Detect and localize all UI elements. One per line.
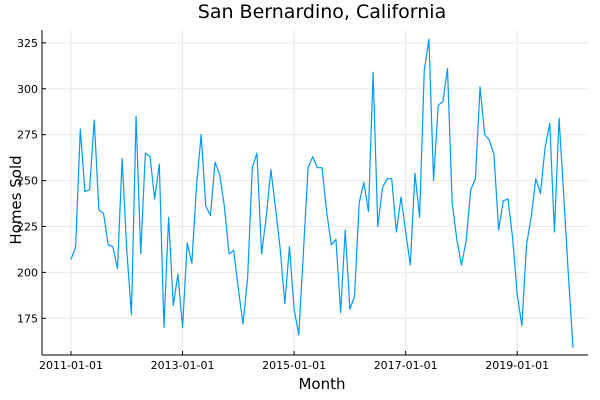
x-tick-label: 2015-01-01	[262, 359, 326, 372]
y-tick-label: 225	[17, 220, 38, 233]
x-tick-label: 2011-01-01	[39, 359, 103, 372]
x-tick-label: 2019-01-01	[485, 359, 549, 372]
x-tick-label: 2013-01-01	[151, 359, 215, 372]
chart-title: San Bernardino, California	[198, 1, 446, 23]
series	[70, 38, 574, 348]
y-tick-label: 275	[17, 129, 38, 142]
x-tick-label: 2017-01-01	[374, 359, 438, 372]
y-axis-label: Homes Sold	[7, 155, 25, 244]
y-tick-label: 325	[17, 37, 38, 50]
y-tick-label: 175	[17, 312, 38, 325]
ticks: 175 200 225 250 275 300 325 2011-01-01 2013-01-0…	[17, 37, 549, 372]
y-tick-label: 250	[17, 175, 38, 188]
y-tick-label: 200	[17, 266, 38, 279]
y-tick-label: 300	[17, 83, 38, 96]
x-axis-label: Month	[298, 375, 345, 393]
axes	[41, 30, 588, 356]
homes-sold-line	[70, 38, 574, 348]
